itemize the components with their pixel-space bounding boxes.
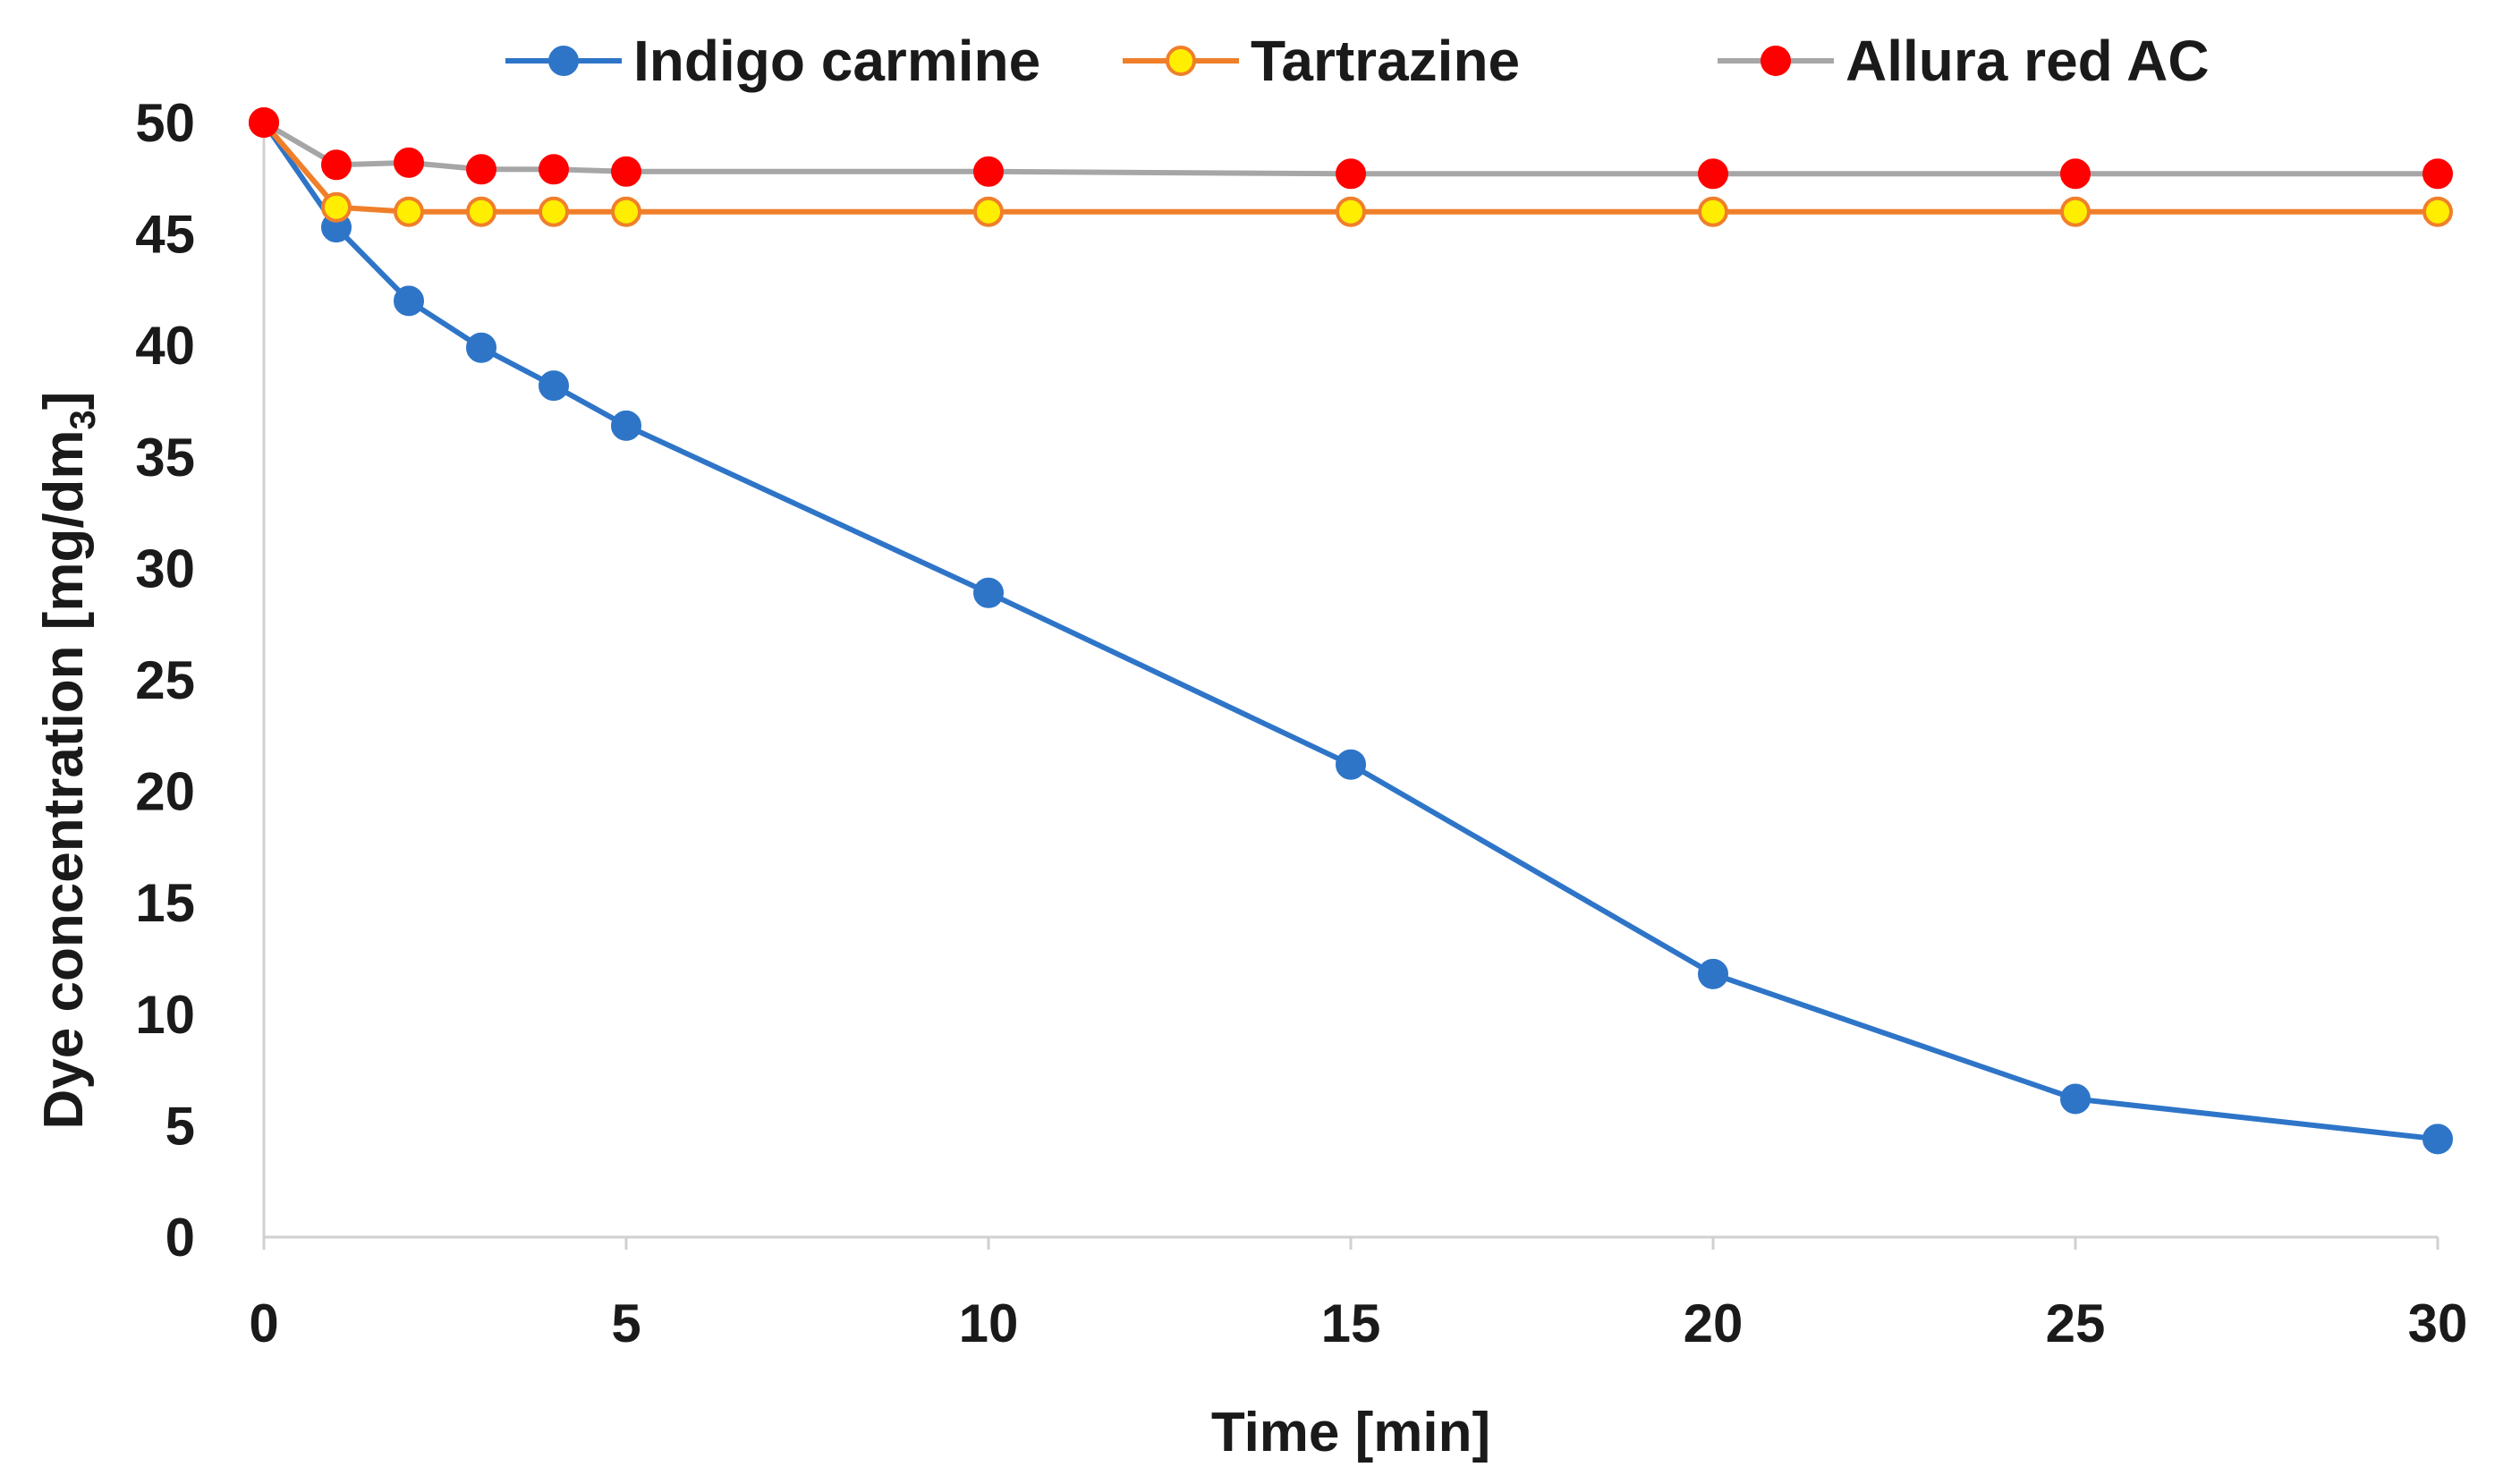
data-point-indigo-carmine [539,370,569,402]
legend: Indigo carmine Tartrazine Allura red AC [505,29,2210,93]
axes-layer: 0 5 10 15 20 25 30 0 5 10 15 20 25 30 35 40 45 50 [135,93,2467,1353]
data-point-indigo-carmine [611,410,641,441]
data-point-tartrazine [973,196,1004,227]
data-point-indigo-carmine [2422,1124,2453,1155]
y-tick-label: 30 [135,538,195,598]
x-tick-label: 25 [2046,1293,2106,1353]
data-point-allura-red-ac [249,107,279,138]
data-point-tartrazine [611,196,641,227]
x-tick-label: 15 [1321,1293,1381,1353]
data-point-allura-red-ac [321,149,352,181]
legend-marker-allura-red-ac [1761,46,1791,76]
data-point-indigo-carmine [1698,958,1728,989]
x-axis-title: Time [min] [1211,1402,1490,1463]
y-axis-title-subscript: 3 [64,410,103,429]
data-point-allura-red-ac [611,156,641,187]
y-axis-title-close: ] [33,392,95,411]
data-point-tartrazine [1698,196,1728,227]
y-tick-label: 35 [135,428,195,488]
legend-item-indigo-carmine: Indigo carmine [505,29,1040,93]
data-point-allura-red-ac [1336,158,1366,190]
data-point-tartrazine [1336,196,1366,227]
data-point-tartrazine [466,196,496,227]
data-point-allura-red-ac [466,154,496,185]
x-tick-label: 20 [1684,1293,1744,1353]
data-point-indigo-carmine [973,577,1004,608]
legend-marker-tartrazine [1166,46,1196,76]
y-tick-label: 45 [135,205,195,265]
data-point-allura-red-ac [1698,158,1728,190]
data-point-allura-red-ac [973,156,1004,187]
legend-label-tartrazine: Tartrazine [1251,29,1520,93]
legend-item-tartrazine: Tartrazine [1123,29,1520,93]
legend-label-indigo-carmine: Indigo carmine [633,29,1040,93]
data-point-allura-red-ac [539,154,569,185]
x-tick-label: 30 [2408,1293,2468,1353]
y-tick-label: 25 [135,650,195,710]
data-point-indigo-carmine [1336,749,1366,780]
data-point-indigo-carmine [394,285,424,317]
y-tick-label: 5 [165,1096,195,1156]
data-point-tartrazine [2422,196,2453,227]
data-point-tartrazine [394,196,424,227]
data-point-allura-red-ac [2422,158,2453,190]
x-tick-label: 5 [611,1293,641,1353]
x-tick-label: 10 [959,1293,1019,1353]
data-point-indigo-carmine [2060,1083,2091,1115]
data-point-tartrazine [321,191,352,223]
legend-label-allura-red-ac: Allura red AC [1845,29,2210,93]
y-axis-title-main: Dye concentration [mg/dm [33,429,95,1129]
data-point-tartrazine [2060,196,2091,227]
data-point-indigo-carmine [466,332,496,363]
y-tick-label: 50 [135,93,195,153]
legend-marker-indigo-carmine [548,46,579,76]
series-line-indigo-carmine [261,120,2440,1142]
y-tick-label: 10 [135,985,195,1045]
series-layer [249,107,2453,1155]
data-point-tartrazine [539,196,569,227]
y-tick-label: 0 [165,1208,195,1268]
legend-item-allura-red-ac: Allura red AC [1718,29,2210,93]
data-point-allura-red-ac [2060,158,2091,190]
y-tick-label: 20 [135,762,195,822]
y-tick-label: 15 [135,873,195,933]
y-axis-title: Dye concentration [mg/dm3] [33,392,103,1130]
x-tick-label: 0 [249,1293,278,1353]
y-tick-label: 40 [135,316,195,376]
data-point-allura-red-ac [394,147,424,178]
